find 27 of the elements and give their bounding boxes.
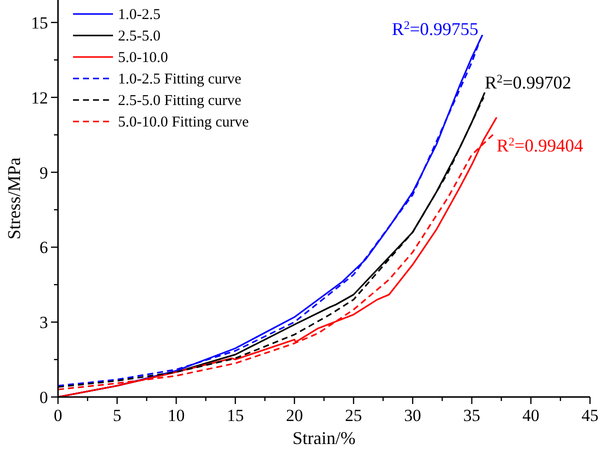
x-tick-label: 15 — [226, 406, 244, 425]
legend-label: 1.0-2.5 — [118, 7, 160, 23]
x-axis-title: Strain/% — [292, 428, 356, 448]
y-tick-label: 3 — [40, 313, 48, 332]
legend-label: 1.0-2.5 Fitting curve — [118, 72, 242, 88]
annotation: R$^{2}$=0.99755 — [392, 18, 478, 39]
y-tick-label: 12 — [31, 88, 48, 108]
y-axis-title: Stress/MPa — [4, 157, 24, 240]
x-tick-label: 20 — [286, 406, 303, 425]
legend-label: 2.5-5.0 — [118, 28, 160, 44]
x-tick-label: 10 — [168, 406, 185, 425]
x-tick-label: 45 — [582, 406, 598, 425]
legend-label: 5.0-10.0 — [118, 50, 168, 66]
y-tick-label: 15 — [31, 13, 48, 32]
x-tick-label: 0 — [54, 406, 62, 425]
x-tick-label: 25 — [345, 406, 362, 425]
annotation: R$^{2}$=0.99702 — [484, 72, 572, 92]
x-tick-label: 5 — [112, 406, 122, 425]
x-tick-label: 40 — [522, 406, 540, 425]
y-tick-label: 9 — [40, 163, 48, 182]
annotation: R$^{2}$=0.99404 — [496, 134, 584, 156]
legend-label: 5.0-10.0 Fitting curve — [118, 114, 250, 130]
y-tick-label: 0 — [40, 388, 48, 407]
x-tick-label: 30 — [404, 406, 422, 425]
legend-label: 2.5-5.0 Fitting curve — [118, 93, 242, 109]
y-tick-label: 6 — [40, 238, 48, 258]
x-tick-label: 35 — [463, 406, 480, 425]
